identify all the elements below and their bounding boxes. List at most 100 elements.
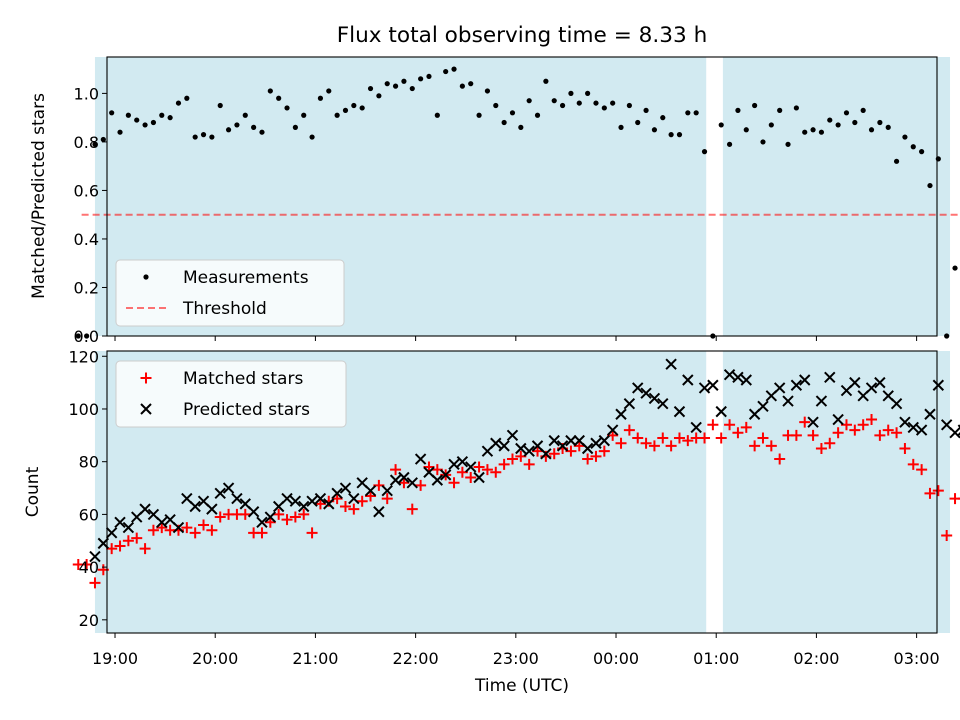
predicted-point <box>623 398 636 410</box>
ytick-label: 0.4 <box>74 230 99 249</box>
series-1 <box>72 414 960 589</box>
matched-point <box>273 508 285 520</box>
predicted-point <box>114 516 126 529</box>
matched-point <box>465 472 477 484</box>
predicted-point <box>773 382 786 394</box>
predicted-point <box>473 471 485 484</box>
matched-point <box>189 527 201 539</box>
measurement-point <box>802 129 808 135</box>
predicted-point <box>256 516 268 529</box>
matched-point <box>874 429 886 441</box>
measurement-point <box>167 115 173 121</box>
matched-point <box>306 527 318 539</box>
predicted-point <box>122 521 135 534</box>
measurement-point <box>668 132 674 138</box>
matched-point <box>866 414 878 426</box>
predicted-point <box>339 482 352 494</box>
measurement-point <box>685 110 691 116</box>
xtick-label: 01:00 <box>693 649 739 668</box>
matched-point <box>481 464 493 476</box>
matched-point <box>849 424 861 436</box>
measurement-point <box>392 83 399 89</box>
matched-point <box>899 443 911 455</box>
xtick-label: 03:00 <box>894 649 940 668</box>
matched-point <box>147 524 159 536</box>
measurement-point <box>526 98 532 104</box>
measurement-point <box>559 102 566 109</box>
measurement-point <box>585 90 591 96</box>
matched-point <box>715 432 727 444</box>
matched-point <box>415 479 427 491</box>
matched-point <box>314 498 326 510</box>
predicted-point <box>815 395 828 407</box>
measurement-point <box>175 100 182 106</box>
predicted-point <box>907 421 919 434</box>
predicted-point <box>105 527 118 539</box>
predicted-point <box>247 506 260 518</box>
predicted-point <box>331 487 343 500</box>
matched-point <box>348 503 360 515</box>
measurement-point <box>752 102 758 109</box>
xtick-label: 02:00 <box>793 649 839 668</box>
legend-box <box>115 259 345 327</box>
predicted-point <box>306 495 318 507</box>
series-1 <box>75 66 958 339</box>
measurement-point <box>868 127 875 133</box>
predicted-point <box>581 442 594 455</box>
matched-point <box>665 440 677 452</box>
measurement-point <box>593 100 599 106</box>
matched-point <box>832 427 844 439</box>
predicted-point <box>348 492 360 505</box>
ytick-label: 0.8 <box>74 133 99 152</box>
predicted-point <box>189 500 201 513</box>
ytick-label: 60 <box>79 505 99 524</box>
matched-point <box>799 416 811 428</box>
predicted-point <box>398 471 410 484</box>
matched-point <box>941 529 953 541</box>
matched-point <box>724 419 736 431</box>
matched-point <box>648 440 660 452</box>
measurement-point <box>434 112 440 118</box>
matched-point <box>615 437 627 449</box>
matched-point <box>423 461 435 473</box>
matched-point <box>907 458 919 470</box>
matched-point <box>281 514 293 526</box>
measurement-point <box>827 117 833 123</box>
predicted-point <box>590 437 602 449</box>
measurement-point <box>902 134 908 140</box>
measurement-point <box>209 134 215 140</box>
predicted-point <box>89 550 101 563</box>
matched-point <box>807 429 819 441</box>
count-panel-frame <box>106 350 938 634</box>
predicted-point <box>364 484 377 497</box>
measurement-point <box>484 88 491 94</box>
measurement-point <box>92 141 98 147</box>
xtick-label: 21:00 <box>292 649 338 668</box>
matched-point <box>81 558 93 570</box>
measurement-point <box>334 112 340 118</box>
xtick-label: 19:00 <box>92 649 138 668</box>
measurement-point <box>75 333 81 339</box>
predicted-point <box>206 503 218 515</box>
measurement-point <box>284 105 290 111</box>
ytick-label: 120 <box>68 347 99 366</box>
measurement-point <box>518 124 524 130</box>
ratio-ylabel: Matched/Predicted stars <box>29 93 49 299</box>
predicted-point <box>723 369 736 381</box>
measurement-point <box>777 107 783 113</box>
measurement-point <box>150 119 157 126</box>
measurement-point <box>534 112 541 118</box>
legend-predicted-marker <box>140 403 152 415</box>
predicted-point <box>214 487 226 500</box>
legend-label: Threshold <box>182 299 267 319</box>
measurement-point <box>317 95 324 101</box>
measurement-point <box>910 144 916 150</box>
measurement-point <box>618 124 624 130</box>
measurement-point <box>693 110 699 116</box>
predicted-point <box>924 408 936 420</box>
predicted-point <box>673 405 686 418</box>
matched-point <box>239 508 251 520</box>
predicted-point <box>373 506 385 518</box>
measurement-point <box>676 132 683 138</box>
measurement-point <box>860 107 866 113</box>
